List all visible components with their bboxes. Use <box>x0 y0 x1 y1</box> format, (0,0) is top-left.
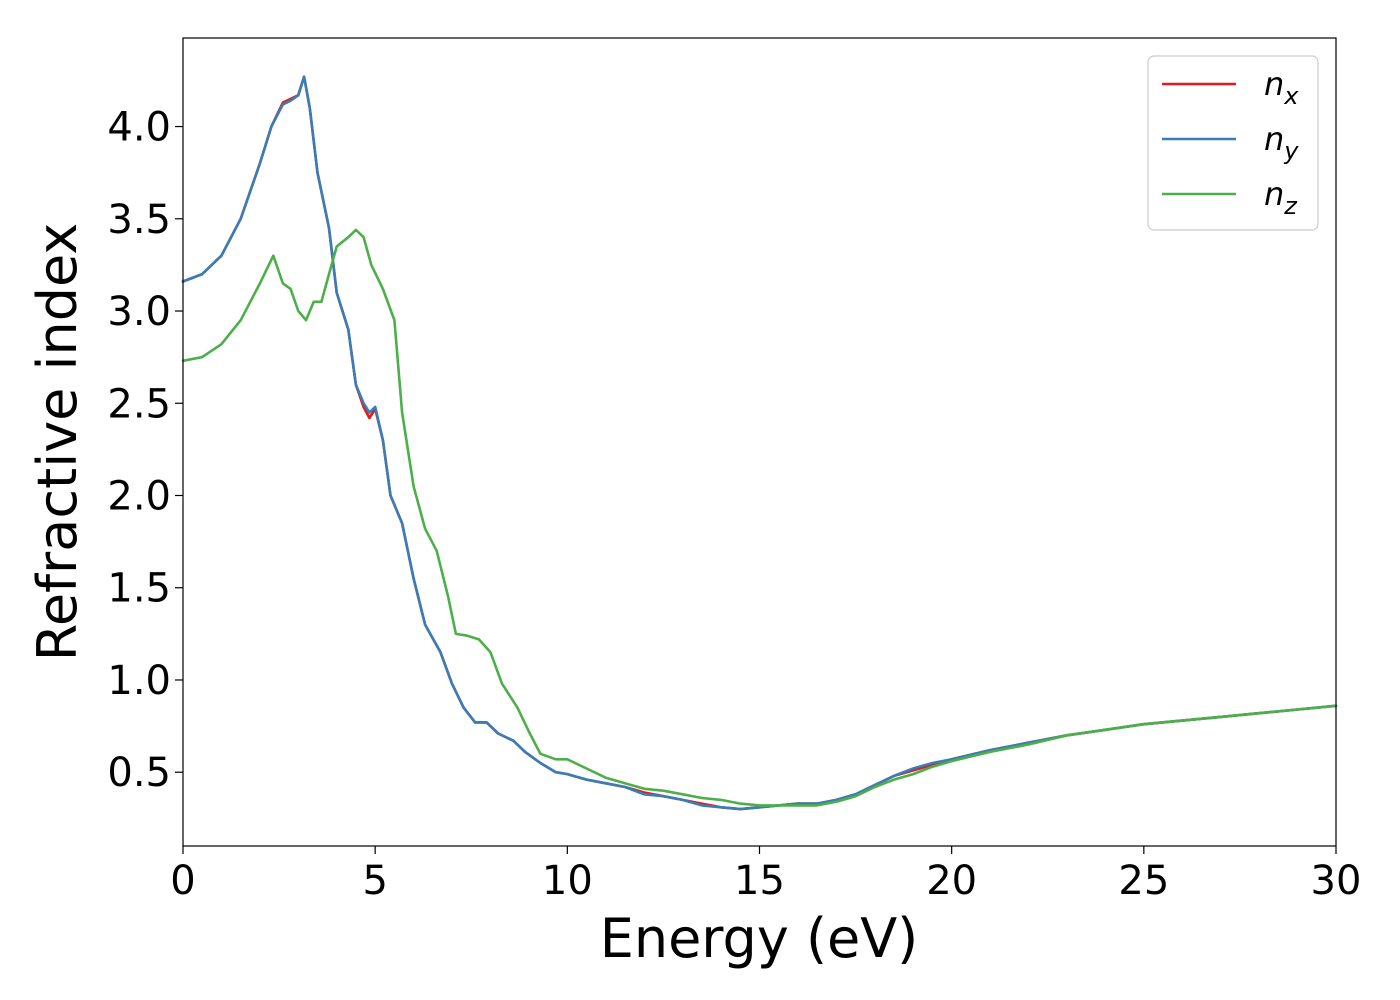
legend: nx ny nz <box>1147 55 1319 231</box>
y-tick-label: 0.5 <box>107 750 171 796</box>
x-tick-label: 15 <box>734 858 785 904</box>
y-tick-label: 1.5 <box>107 566 171 612</box>
y-tick-label: 4.0 <box>107 105 171 151</box>
x-tick-label: 25 <box>1118 858 1169 904</box>
y-tick-label: 2.0 <box>107 473 171 519</box>
plot-lines <box>181 75 1338 811</box>
legend-label-z: nz <box>1264 175 1298 220</box>
legend-label-x: nx <box>1264 65 1299 110</box>
y-axis-title: Refractive index <box>26 223 89 662</box>
x-axis-title: Energy (eV) <box>600 907 919 970</box>
legend-box <box>1147 55 1319 231</box>
y-tick-label: 1.0 <box>107 658 171 704</box>
x-tick-label: 10 <box>542 858 593 904</box>
legend-label-y: ny <box>1264 120 1299 165</box>
y-tick-label: 2.5 <box>107 381 171 427</box>
x-tick-label: 20 <box>926 858 977 904</box>
series-line-y <box>181 75 1338 811</box>
series-line-z <box>181 228 1338 807</box>
x-tick-label: 0 <box>170 858 195 904</box>
y-tick-label: 3.5 <box>107 197 171 243</box>
x-tick-label: 5 <box>362 858 387 904</box>
x-tick-label: 30 <box>1311 858 1362 904</box>
y-axis: 0.5 1.0 1.5 2.0 2.5 3.0 3.5 4.0 <box>107 105 183 796</box>
x-axis: 0 5 10 15 20 25 30 <box>170 846 1361 904</box>
y-tick-label: 3.0 <box>107 289 171 335</box>
